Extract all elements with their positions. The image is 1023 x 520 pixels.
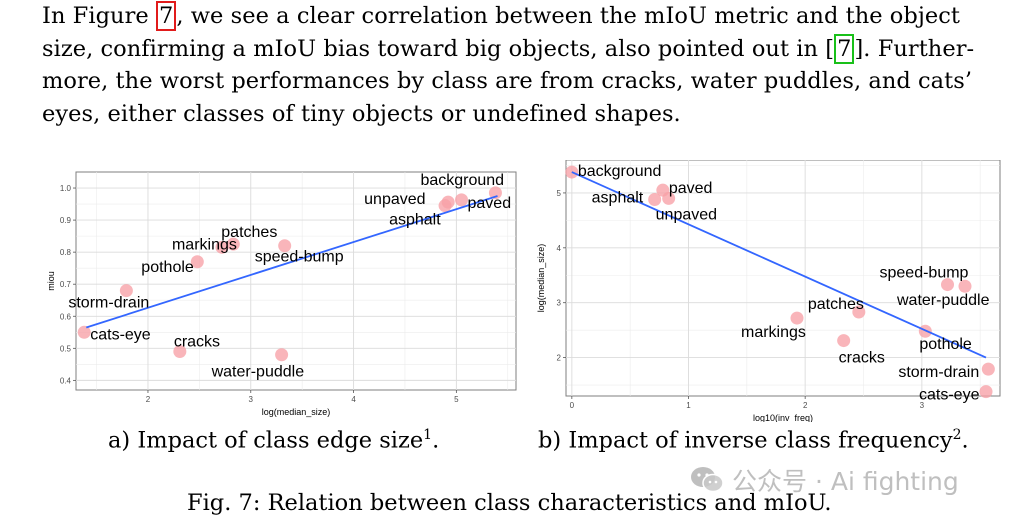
chart-b-x-tick-label: 1 (686, 401, 691, 410)
chart-b-label-cracks: cracks (839, 350, 885, 367)
chart-b: 0 1 2 3 2 3 4 5 log10(inv_freq) log(median_size) b… (530, 159, 1010, 423)
paragraph-line-2: size, confirming a mIoU bias toward big … (42, 33, 1014, 66)
figure-ref-link[interactable]: 7 (155, 1, 177, 31)
subcaption-a-text: a) Impact of class edge size (108, 427, 424, 454)
chart-a-x-tick-label: 5 (454, 395, 459, 404)
chart-b-trend-line (571, 171, 987, 359)
chart-b-label-cats-eye: cats-eye (919, 387, 980, 404)
chart-a-label-markings: markings (172, 236, 237, 253)
line-1-text: In Figure (42, 3, 156, 29)
wechat-icon (691, 467, 724, 493)
chart-a-point-paved (455, 193, 469, 207)
subcaption-a-end: . (432, 427, 440, 454)
chart-a-x-axis-label: log(median_size) (262, 407, 331, 417)
line-2-text: size, confirming a mIoU bias toward big … (42, 35, 835, 62)
chart-b-plot-panel (565, 159, 1001, 397)
chart-b-label-asphalt: asphalt (592, 190, 644, 207)
chart-b-point-asphalt (648, 193, 662, 207)
chart-a-label-cats-eye: cats-eye (90, 326, 151, 343)
paragraph-line-1: In Figure 7, we see a clear correlation … (42, 0, 1014, 33)
chart-a-point-asphalt (438, 199, 452, 213)
subcaption-a: a) Impact of class edge size1. (108, 427, 439, 454)
chart-b-y-tick-label: 4 (557, 244, 562, 253)
chart-a-point-speed-bump (278, 239, 292, 253)
chart-a-y-tick-label: 0.7 (60, 280, 72, 289)
chart-a-point-pothole (190, 255, 204, 269)
chart-a-y-tick-label: 1.0 (60, 184, 72, 193)
chart-a-point-background (488, 186, 502, 200)
chart-b-x-tick-label: 0 (570, 401, 575, 410)
chart-b-point-background (565, 165, 579, 179)
chart-b-y-tick-label: 2 (557, 354, 562, 363)
chart-b-label-background: background (578, 163, 662, 180)
chart-b-point-storm-drain (981, 362, 995, 376)
chart-b-point-cracks (837, 334, 851, 348)
chart-b-point-markings (790, 311, 804, 325)
chart-b-point-water-puddle (958, 279, 972, 293)
chart-a-point-patches (226, 237, 240, 251)
chart-b-x-axis-label: log10(inv_freq) (753, 413, 813, 422)
chart-a-label-water-puddle: water-puddle (211, 364, 305, 381)
body-paragraph: In Figure 7, we see a clear correlation … (42, 0, 1014, 130)
citation-ref-link[interactable]: 7 (834, 33, 855, 64)
chart-a-y-tick-label: 0.4 (60, 376, 72, 385)
subcaption-b-end: . (961, 427, 969, 454)
chart-b-y-tick-label: 5 (557, 189, 562, 198)
chart-a-label-asphalt: asphalt (389, 212, 441, 229)
chart-a-x-tick-label: 4 (351, 395, 356, 404)
chart-b-point-patches (852, 305, 866, 319)
chart-a-x-tick-label: 2 (146, 395, 151, 404)
chart-a-label-pothole: pothole (141, 259, 194, 276)
chart-a-label-speed-bump: speed-bump (255, 249, 344, 266)
chart-a-x-tick-label: 3 (249, 395, 254, 404)
chart-a-label-paved: paved (468, 195, 512, 212)
chart-a-point-markings (215, 240, 229, 254)
paragraph-line-4: eyes, either classes of tiny objects or … (42, 100, 681, 127)
chart-a-label-background: background (420, 172, 504, 189)
watermark: 公众号 · Ai fighting (690, 462, 959, 498)
chart-a-trend-line (86, 195, 498, 329)
chart-b-point-unpaved (662, 191, 676, 205)
chart-b-x-tick-label: 3 (920, 401, 925, 410)
chart-b-label-paved: paved (669, 180, 713, 197)
footnote-2-mark[interactable]: 2 (952, 427, 962, 443)
chart-b-x-tick-label: 2 (803, 401, 808, 410)
chart-b-label-speed-bump: speed-bump (880, 265, 969, 282)
chart-b-point-speed-bump (941, 278, 954, 292)
chart-b-svg: 0 1 2 3 2 3 4 5 log10(inv_freq) log(median_size) b… (536, 159, 1001, 423)
paragraph-line-3: more, the worst performances by class ar… (42, 68, 973, 94)
chart-b-label-patches: patches (808, 296, 864, 313)
chart-b-label-water-puddle: water-puddle (896, 292, 990, 309)
chart-a-y-tick-label: 0.9 (60, 216, 72, 225)
chart-a-point-cracks (173, 345, 187, 359)
chart-b-label-markings: markings (741, 324, 806, 341)
chart-a-y-tick-label: 0.5 (60, 344, 72, 353)
watermark-text: 公众号 · Ai fighting (732, 467, 959, 496)
chart-a-point-cats-eye (77, 325, 91, 339)
chart-b-y-tick-label: 3 (557, 299, 562, 308)
line-2-text-rest: ]. Further- (854, 35, 975, 62)
footnote-1-mark[interactable]: 1 (423, 427, 433, 443)
chart-a-label-unpaved: unpaved (364, 191, 425, 208)
chart-a-label-cracks: cracks (174, 334, 220, 351)
line-1-text-rest: , we see a clear correlation between the… (176, 3, 960, 29)
chart-b-label-pothole: pothole (919, 336, 972, 353)
figure-caption: Fig. 7: Relation between class character… (187, 490, 832, 516)
chart-a-label-patches: patches (221, 224, 277, 241)
chart-a-point-water-puddle (275, 348, 289, 362)
chart-a-label-storm-drain: storm-drain (68, 295, 149, 312)
chart-b-point-cats-eye (979, 385, 993, 399)
chart-a-y-tick-label: 0.6 (60, 312, 72, 321)
chart-a: 2 3 4 5 0.4 0.5 0.6 0.7 0.8 0.9 1.0 log(median_size… (20, 160, 525, 422)
chart-b-y-axis-label: log(median_size) (536, 244, 546, 313)
chart-a-y-tick-label: 0.8 (60, 248, 72, 257)
chart-b-label-storm-drain: storm-drain (898, 364, 979, 381)
chart-a-y-axis-label: miou (46, 271, 56, 291)
subcaption-b: b) Impact of inverse class frequency2. (538, 427, 969, 454)
subcaption-b-text: b) Impact of inverse class frequency (538, 427, 953, 454)
chart-a-point-storm-drain (119, 284, 133, 298)
chart-a-svg: 2 3 4 5 0.4 0.5 0.6 0.7 0.8 0.9 1.0 log(median_size… (46, 171, 517, 417)
chart-b-label-unpaved: unpaved (656, 206, 717, 223)
